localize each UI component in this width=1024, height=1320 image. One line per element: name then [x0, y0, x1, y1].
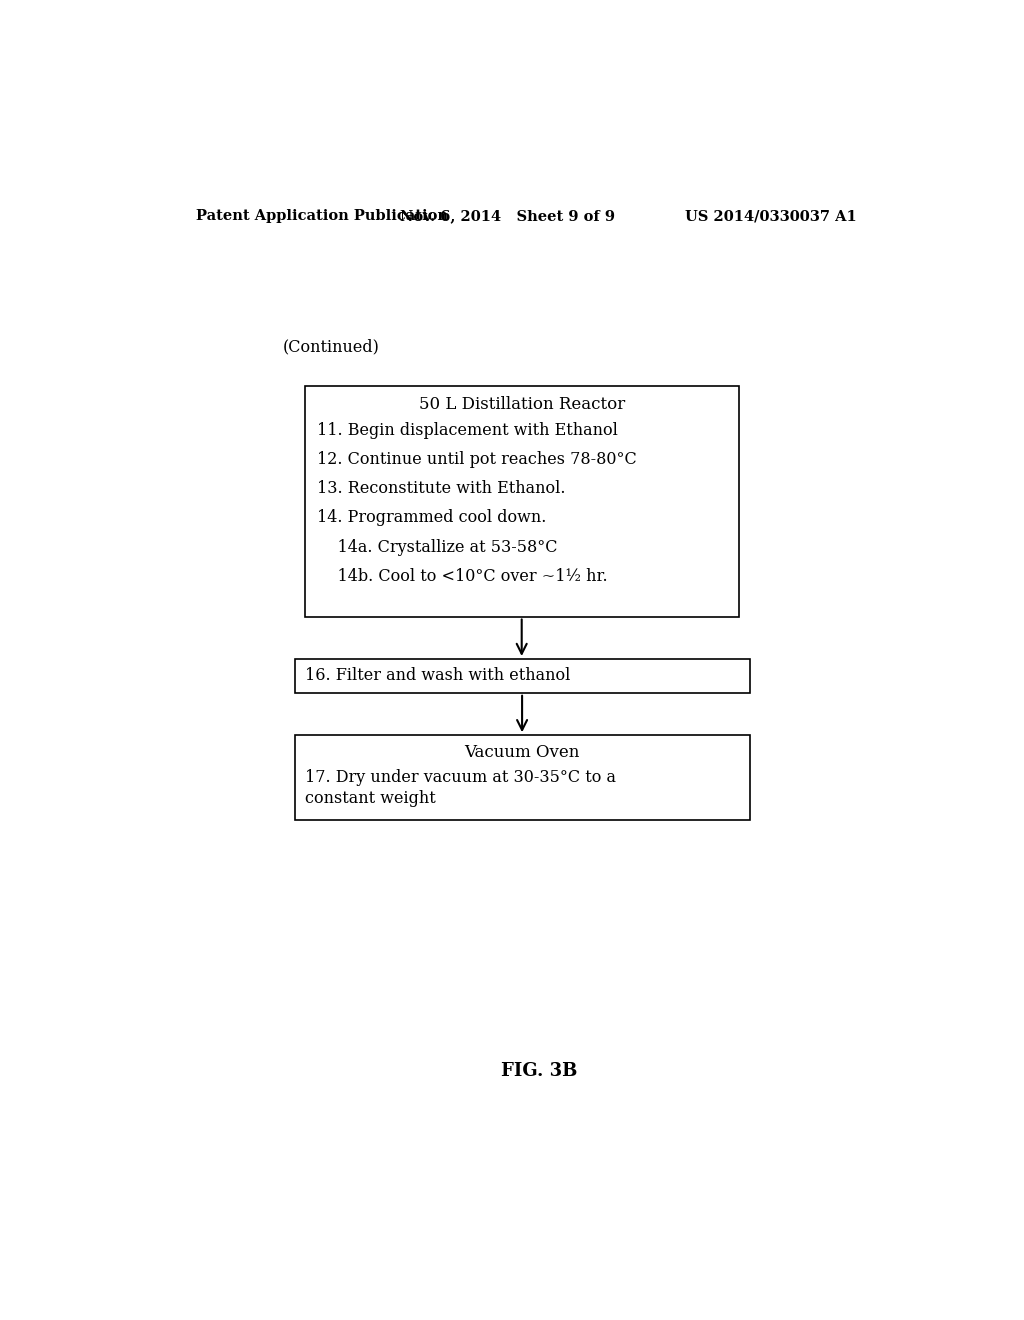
Bar: [305, 385, 738, 616]
Text: 16. Filter and wash with ethanol: 16. Filter and wash with ethanol: [305, 668, 570, 684]
Text: 14b. Cool to <10°C over ~1½ hr.: 14b. Cool to <10°C over ~1½ hr.: [317, 568, 607, 585]
Text: Vacuum Oven: Vacuum Oven: [465, 743, 580, 760]
Text: 14a. Crystallize at 53-58°C: 14a. Crystallize at 53-58°C: [317, 539, 558, 556]
Text: US 2014/0330037 A1: US 2014/0330037 A1: [685, 209, 856, 223]
Text: 50 L Distillation Reactor: 50 L Distillation Reactor: [419, 396, 625, 413]
Text: 13. Reconstitute with Ethanol.: 13. Reconstitute with Ethanol.: [317, 480, 565, 498]
Bar: [295, 659, 750, 693]
Text: 17. Dry under vacuum at 30-35°C to a: 17. Dry under vacuum at 30-35°C to a: [305, 770, 616, 785]
Text: (Continued): (Continued): [283, 338, 380, 355]
Text: constant weight: constant weight: [305, 789, 436, 807]
Text: Patent Application Publication: Patent Application Publication: [197, 209, 449, 223]
Text: 11. Begin displacement with Ethanol: 11. Begin displacement with Ethanol: [317, 421, 617, 438]
Bar: [295, 735, 750, 820]
Text: Nov. 6, 2014   Sheet 9 of 9: Nov. 6, 2014 Sheet 9 of 9: [400, 209, 615, 223]
Text: 14. Programmed cool down.: 14. Programmed cool down.: [317, 510, 547, 527]
Text: FIG. 3B: FIG. 3B: [501, 1061, 577, 1080]
Text: 12. Continue until pot reaches 78-80°C: 12. Continue until pot reaches 78-80°C: [317, 451, 637, 469]
